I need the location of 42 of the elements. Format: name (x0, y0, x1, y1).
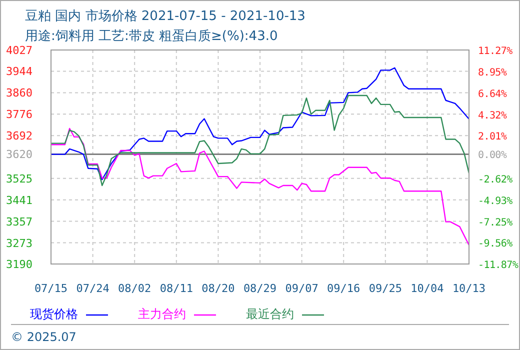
y-tick-label: 3944 (6, 65, 33, 78)
x-tick-label: 07/15 (34, 282, 68, 295)
x-tick-label: 08/29 (243, 282, 277, 295)
line-series (51, 94, 469, 186)
y-tick-label: 4027 (6, 44, 32, 57)
y2-tick-label: -7.25% (478, 217, 513, 228)
y2-tick-label: 4.32% (478, 110, 507, 122)
y2-tick-label: -11.87% (478, 260, 518, 271)
y-tick-label: 3441 (6, 194, 32, 207)
legend-label: 现货价格 (30, 306, 78, 323)
y2-tick-label: 2.01% (478, 132, 507, 143)
x-tick-label: 08/11 (160, 282, 193, 295)
chart-subtitle: 用途:饲料用 工艺:带皮 粗蛋白质≥(%):43.0 (25, 28, 278, 45)
y-tick-label: 3525 (6, 172, 32, 186)
y-tick-label: 3692 (6, 130, 32, 143)
x-tick-label: 09/25 (368, 282, 402, 295)
y2-tick-label: -4.93% (478, 196, 513, 207)
y-tick-label: 3860 (6, 86, 32, 100)
y-tick-label: 3273 (6, 236, 32, 250)
y2-tick-label: -9.56% (478, 238, 513, 250)
text: © 2025.07 (11, 330, 76, 344)
x-tick-label: 10/04 (410, 282, 444, 295)
x-tick-label: 08/20 (202, 282, 235, 295)
line-series (51, 128, 469, 246)
y2-tick-label: -2.62% (478, 174, 513, 186)
y2-tick-label: 11.27% (478, 46, 513, 57)
x-tick-label: 10/13 (452, 282, 486, 295)
y2-tick-label: 8.95% (478, 67, 507, 78)
y-tick-label: 3776 (6, 108, 32, 122)
chart-title: 豆粕 国内 市场价格 2021-07-15 - 2021-10-13 (25, 8, 306, 25)
y-tick-label: 3190 (6, 258, 32, 271)
y-tick-label: 3357 (6, 215, 32, 228)
y2-tick-label: 0.00% (478, 150, 507, 162)
x-tick-label: 08/02 (118, 282, 152, 295)
x-tick-label: 09/16 (327, 282, 360, 295)
y2-tick-label: 6.64% (478, 88, 507, 100)
line-series (51, 67, 469, 180)
x-tick-label: 07/24 (76, 282, 110, 295)
x-tick-label: 09/07 (285, 282, 318, 295)
legend-label: 主力合约 (138, 306, 186, 323)
y-tick-label: 3620 (6, 148, 32, 162)
legend-label: 最近合约 (246, 306, 294, 323)
